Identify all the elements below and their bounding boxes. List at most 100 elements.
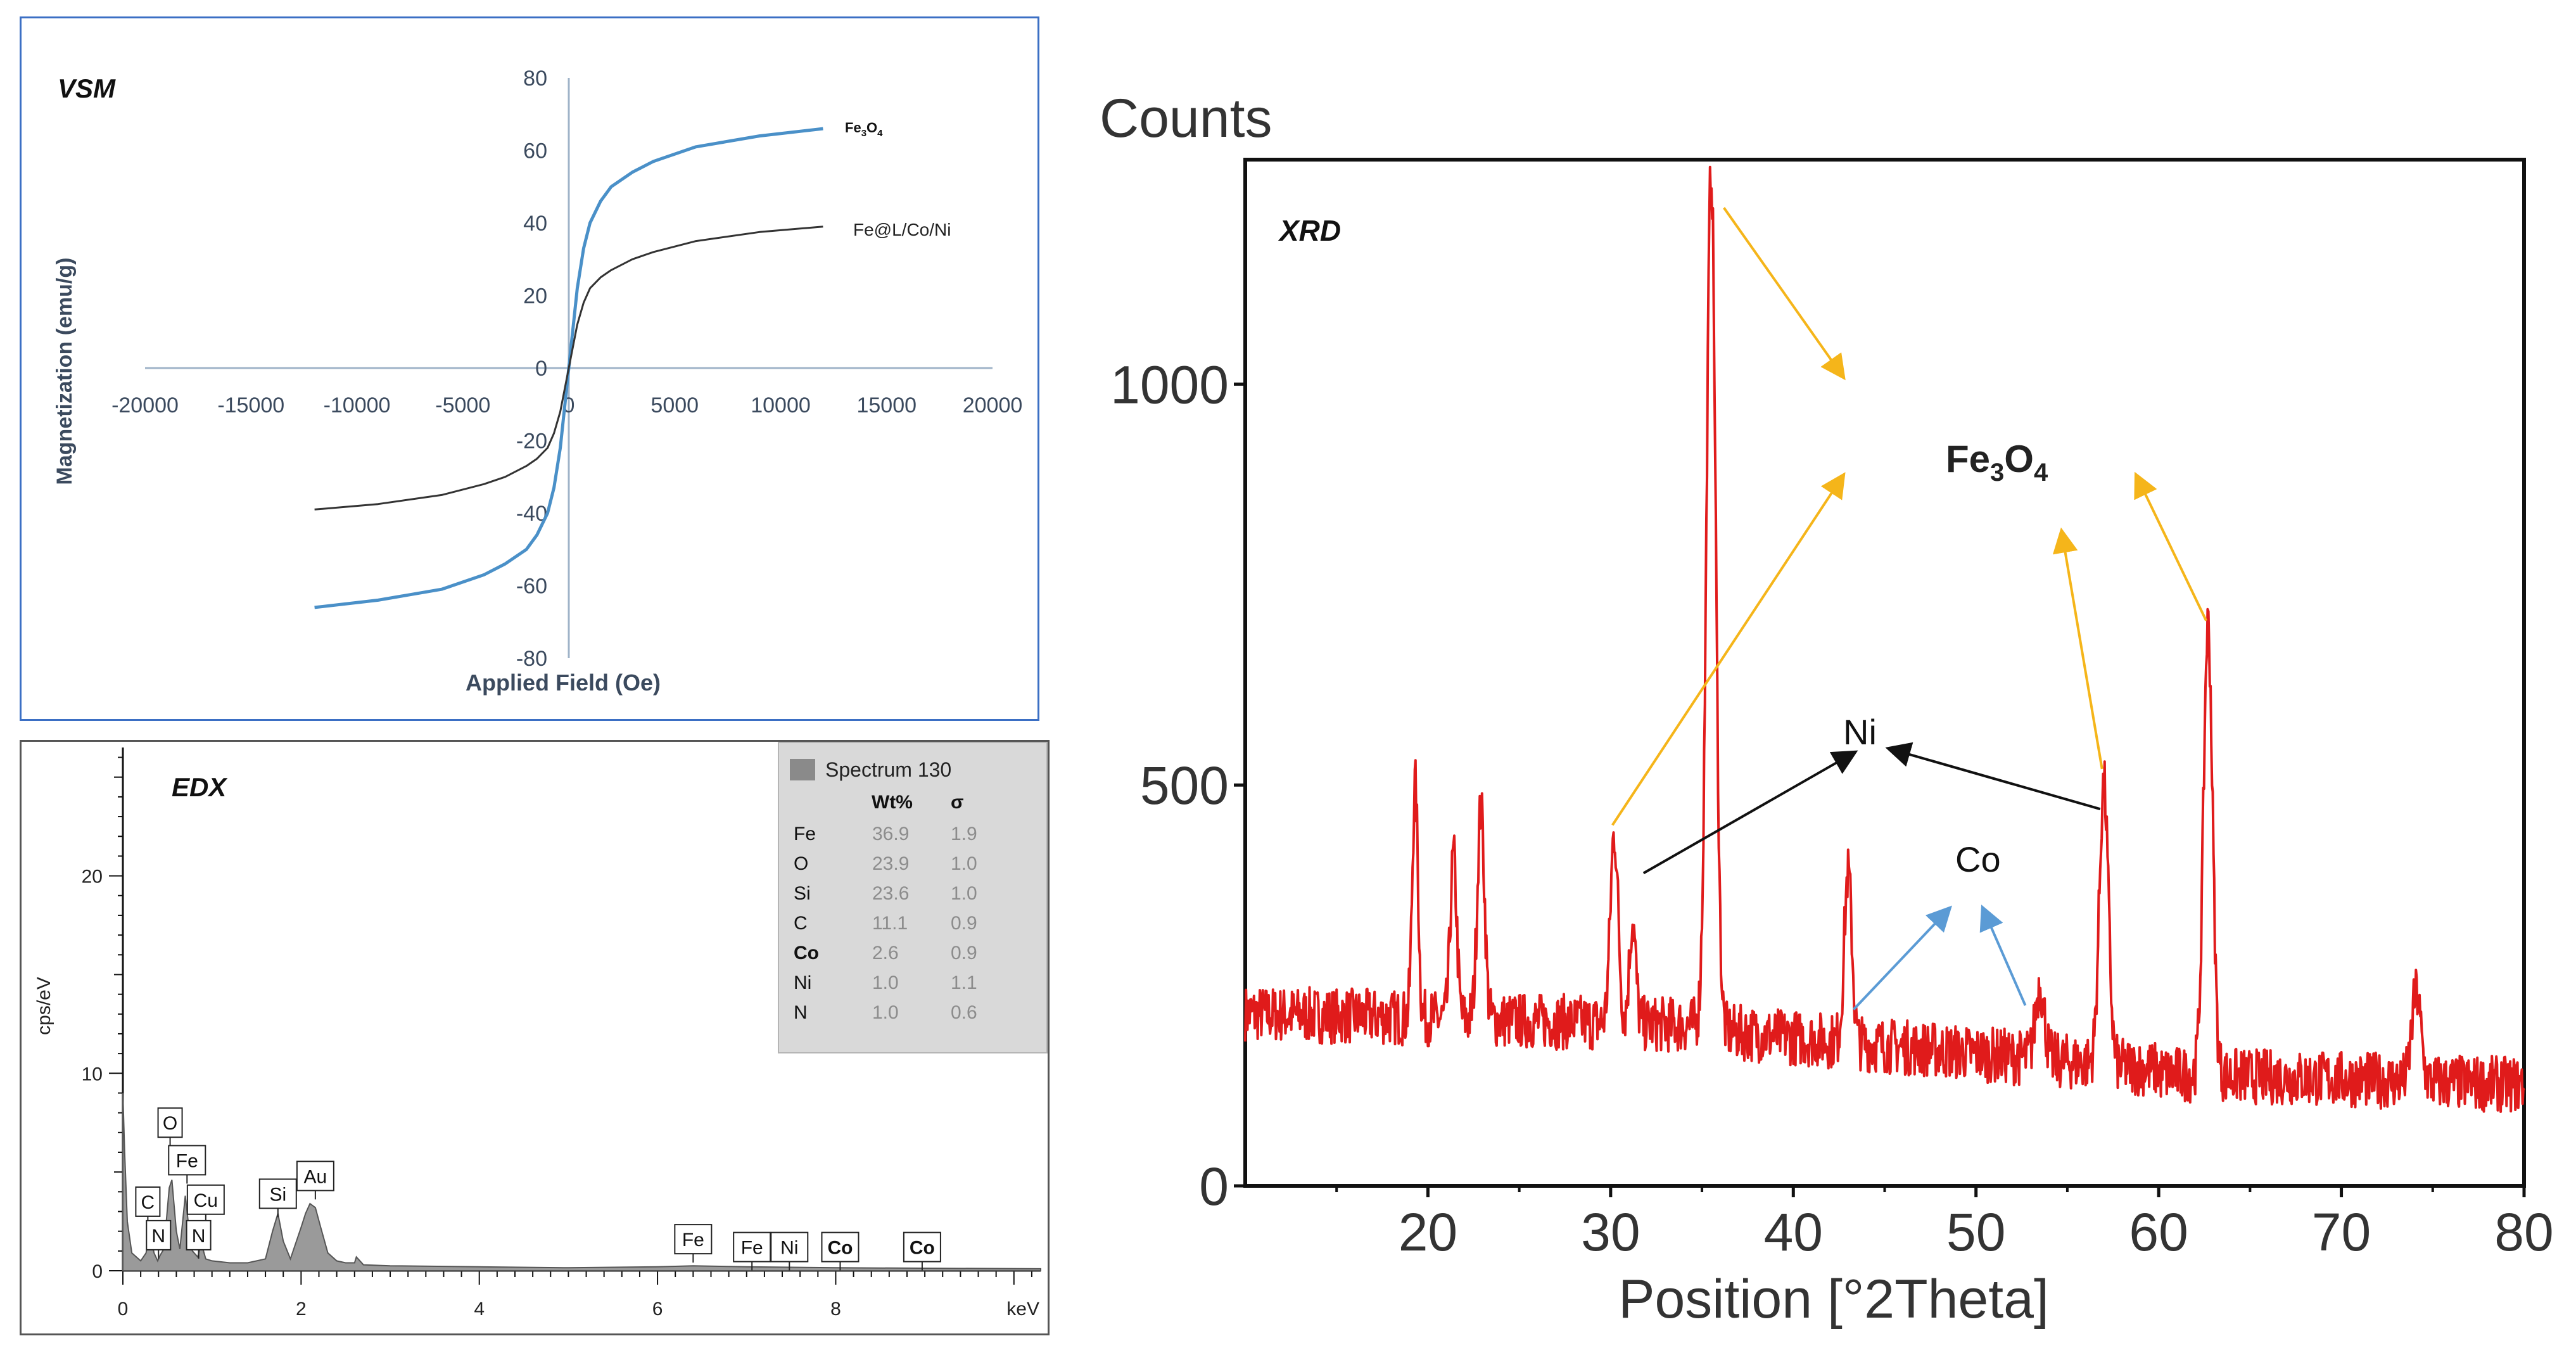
vsm-series <box>314 127 823 609</box>
edx-peak-label: N <box>186 1219 212 1259</box>
edx-legend-wt: 2.6 <box>872 943 899 964</box>
edx-peak-label-text: N <box>192 1226 206 1247</box>
vsm-y-tick-label: 80 <box>523 67 547 91</box>
edx-peak-label-text: Fe <box>682 1230 704 1250</box>
edx-peak-label: Cu <box>186 1184 225 1223</box>
edx-x-tick-label: 2 <box>296 1299 307 1320</box>
edx-legend-sigma: 1.1 <box>951 972 977 993</box>
edx-legend-element: Si <box>794 883 811 904</box>
xrd-x-tick-label: 60 <box>2129 1202 2188 1262</box>
edx-peak-label-text: C <box>141 1192 155 1213</box>
edx-legend-sigma: 0.6 <box>951 1002 977 1023</box>
xrd-arrow-fe3o4 <box>2052 527 2103 770</box>
xrd-arrow-fe3o4 <box>1611 472 1846 826</box>
edx-peak-label-box <box>674 1224 713 1255</box>
xrd-arrow-co <box>1979 905 2027 1007</box>
edx-ticks: 0 10 20 0 2 4 6 8 keV <box>82 756 1039 1320</box>
vsm-y-tick-label: -20 <box>516 429 547 454</box>
edx-x-tick-label: 6 <box>652 1299 663 1320</box>
edx-peak-label-box <box>903 1231 941 1263</box>
edx-peak-label-text: Si <box>269 1184 286 1205</box>
edx-peak-label-text: Co <box>827 1238 853 1259</box>
edx-y-tick-label: 10 <box>82 1064 103 1085</box>
edx-legend-element: O <box>794 853 808 874</box>
edx-legend-wt: 23.9 <box>872 853 909 874</box>
vsm-y-tick-label: -60 <box>516 575 547 599</box>
xrd-chart-panel: Counts Position [°2Theta] 20 30 40 50 60 70 80… <box>1077 76 2572 1343</box>
xrd-y-tick-label: 0 <box>1199 1157 1229 1216</box>
xrd-arrow-co <box>1853 905 1952 1010</box>
edx-peak-label-box <box>258 1178 297 1209</box>
xrd-arrow-ni <box>1885 742 2101 811</box>
edx-peak-label-box <box>168 1145 206 1176</box>
edx-spectrum-area <box>122 1093 1041 1271</box>
edx-legend-swatch <box>790 759 815 780</box>
edx-peak-label-text: Cu <box>194 1190 218 1211</box>
edx-peak-label: Si <box>258 1178 297 1218</box>
vsm-x-tick-label: -20000 <box>111 393 179 417</box>
edx-legend-element: C <box>794 913 808 934</box>
edx-peak-label: N <box>146 1219 172 1259</box>
edx-peak-label: Ni <box>770 1231 809 1271</box>
edx-legend-row: N 1.0 0.6 <box>794 1002 977 1023</box>
edx-legend-title: Spectrum 130 <box>825 758 951 781</box>
vsm-y-tick-label: 40 <box>523 212 547 236</box>
xrd-ticks: 20 30 40 50 60 70 80 0 500 1000 <box>1110 355 2554 1262</box>
edx-legend-element: Fe <box>794 824 816 844</box>
xrd-trace <box>1244 165 2525 1113</box>
edx-legend-header-sigma: σ <box>951 792 964 813</box>
edx-legend-wt: 36.9 <box>872 824 909 844</box>
edx-legend: Spectrum 130 Wt% σ Fe 36.9 1.9 O 23.9 1.0 Si 23… <box>778 742 1048 1053</box>
xrd-plot-frame <box>1243 158 2526 1188</box>
edx-legend-row: O 23.9 1.0 <box>794 853 977 874</box>
edx-peak-label: O <box>157 1107 183 1147</box>
vsm-x-tick-label: 10000 <box>751 393 811 417</box>
edx-legend-wt: 1.0 <box>872 1002 899 1023</box>
vsm-panel-label: VSM <box>58 73 116 103</box>
edx-peak-label-box <box>135 1186 161 1217</box>
edx-legend-wt: 23.6 <box>872 883 909 904</box>
edx-peak-label: Co <box>821 1231 860 1271</box>
edx-peak-label-text: Fe <box>176 1150 198 1171</box>
edx-legend-sigma: 0.9 <box>951 913 977 934</box>
xrd-axes <box>1243 158 2526 1188</box>
vsm-y-axis-label: Magnetization (emu/g) <box>53 258 77 485</box>
edx-peak-label-box <box>186 1219 212 1250</box>
edx-peak-label-box <box>296 1161 334 1192</box>
vsm-x-tick-label: -15000 <box>217 393 284 417</box>
edx-peak-label: Co <box>903 1231 941 1271</box>
edx-peak-label: Fe <box>674 1224 713 1263</box>
edx-chart-panel: EDX cps/eV 0 10 20 0 2 4 6 8 keV C N O Fe Cu N Si Au Fe F… <box>20 740 1050 1335</box>
edx-legend-header-wt: Wt% <box>872 792 913 813</box>
xrd-arrow-fe3o4 <box>1723 207 1846 381</box>
xrd-x-tick-label: 40 <box>1764 1202 1823 1262</box>
edx-legend-row: Co 2.6 0.9 <box>794 943 977 964</box>
edx-peak-label-text: Au <box>304 1166 327 1187</box>
xrd-x-tick-label: 80 <box>2494 1202 2553 1262</box>
vsm-legend-fe-l-co-ni: Fe@L/Co/Ni <box>853 220 951 239</box>
edx-peak-label-box <box>821 1231 860 1263</box>
vsm-y-tick-label: -80 <box>516 647 547 671</box>
vsm-y-tick-label: 20 <box>523 284 547 309</box>
vsm-chart: VSM Applied Field (Oe) Magnetization (em… <box>20 16 1039 721</box>
xrd-x-axis-label: Position [°2Theta] <box>1618 1269 2049 1330</box>
edx-legend-element: N <box>794 1002 808 1023</box>
edx-legend-sigma: 1.9 <box>951 824 977 844</box>
edx-peak-label-text: Ni <box>780 1238 798 1259</box>
xrd-ni-annotation: Ni <box>1843 712 1877 752</box>
xrd-chart: Counts Position [°2Theta] 20 30 40 50 60 70 80… <box>1100 88 2554 1330</box>
edx-panel-label: EDX <box>172 772 228 802</box>
vsm-x-tick-label: -10000 <box>324 393 391 417</box>
edx-x-tick-label: 4 <box>474 1299 485 1320</box>
edx-y-tick-label: 20 <box>82 867 103 887</box>
edx-x-tick-label: 8 <box>830 1299 841 1320</box>
edx-legend-element: Co <box>794 943 819 964</box>
edx-peak-label-text: N <box>151 1226 165 1247</box>
edx-peak-label-text: Co <box>910 1238 935 1259</box>
edx-peak-label-box <box>770 1231 809 1263</box>
vsm-series-fe-l-co-ni-line <box>314 226 823 511</box>
vsm-x-tick-label: 5000 <box>650 393 699 417</box>
edx-peak-label: Fe <box>733 1231 771 1271</box>
